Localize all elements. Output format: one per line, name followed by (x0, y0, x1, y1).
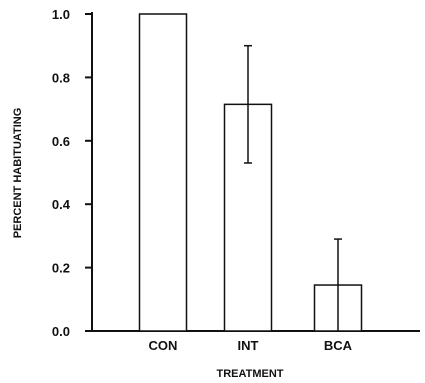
y-tick-label: 0.4 (52, 197, 71, 212)
error-bars (244, 44, 342, 331)
y-tick-label: 0.8 (52, 70, 70, 85)
y-axis-title: PERCENT HABITUATING (12, 108, 24, 239)
x-tick-label-bca: BCA (324, 338, 353, 353)
y-ticks: 0.0 0.2 0.4 0.6 0.8 1.0 (52, 7, 92, 339)
y-tick-label: 0.2 (52, 261, 70, 276)
bar-con (138, 13, 188, 332)
x-axis-title: TREATMENT (216, 368, 283, 380)
y-tick-label: 0.6 (52, 134, 70, 149)
x-tick-label-con: CON (149, 338, 178, 353)
x-tick-labels: CON INT BCA (149, 338, 353, 353)
y-tick-label: 1.0 (52, 7, 70, 22)
x-tick-label-int: INT (238, 338, 259, 353)
y-tick-label: 0.0 (52, 324, 70, 339)
